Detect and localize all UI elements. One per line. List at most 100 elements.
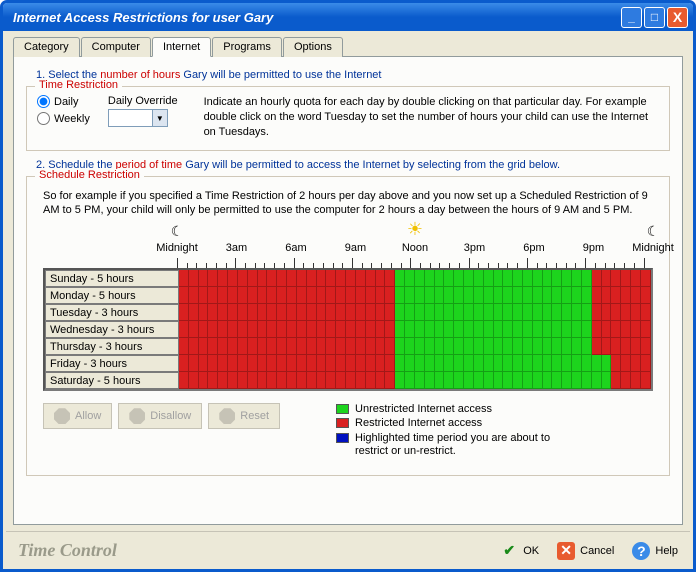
schedule-cell[interactable]: [435, 338, 445, 355]
schedule-cell[interactable]: [297, 304, 307, 321]
schedule-cell[interactable]: [179, 372, 189, 389]
schedule-cell[interactable]: [346, 338, 356, 355]
schedule-cell[interactable]: [503, 372, 513, 389]
schedule-cell[interactable]: [366, 338, 376, 355]
schedule-cell[interactable]: [523, 355, 533, 372]
schedule-cell[interactable]: [484, 270, 494, 287]
schedule-cell[interactable]: [572, 304, 582, 321]
schedule-cell[interactable]: [602, 304, 612, 321]
schedule-cell[interactable]: [592, 304, 602, 321]
schedule-cell[interactable]: [287, 321, 297, 338]
schedule-cell[interactable]: [248, 270, 258, 287]
schedule-cell[interactable]: [356, 338, 366, 355]
radio-weekly-input[interactable]: [37, 112, 50, 125]
schedule-cell[interactable]: [435, 287, 445, 304]
schedule-cell[interactable]: [307, 372, 317, 389]
tab-programs[interactable]: Programs: [212, 37, 282, 57]
schedule-cell[interactable]: [641, 338, 651, 355]
schedule-cell[interactable]: [356, 355, 366, 372]
schedule-cell[interactable]: [218, 355, 228, 372]
schedule-cell[interactable]: [543, 270, 553, 287]
schedule-cell[interactable]: [533, 338, 543, 355]
schedule-cell[interactable]: [552, 338, 562, 355]
schedule-cell[interactable]: [552, 270, 562, 287]
schedule-row[interactable]: Friday - 3 hours: [45, 355, 651, 372]
schedule-cell[interactable]: [425, 287, 435, 304]
schedule-cell[interactable]: [543, 287, 553, 304]
schedule-cell[interactable]: [199, 287, 209, 304]
schedule-cell[interactable]: [297, 321, 307, 338]
schedule-cell[interactable]: [543, 321, 553, 338]
schedule-cell[interactable]: [297, 287, 307, 304]
schedule-cell[interactable]: [258, 372, 268, 389]
schedule-cell[interactable]: [258, 321, 268, 338]
schedule-cell[interactable]: [297, 372, 307, 389]
schedule-cell[interactable]: [533, 372, 543, 389]
schedule-cell[interactable]: [513, 321, 523, 338]
schedule-cell[interactable]: [533, 287, 543, 304]
schedule-cell[interactable]: [326, 270, 336, 287]
schedule-cell[interactable]: [208, 338, 218, 355]
schedule-cell[interactable]: [287, 372, 297, 389]
schedule-cell[interactable]: [631, 338, 641, 355]
tab-options[interactable]: Options: [283, 37, 343, 57]
schedule-cell[interactable]: [602, 372, 612, 389]
schedule-cell[interactable]: [395, 372, 405, 389]
schedule-cell[interactable]: [611, 355, 621, 372]
schedule-cell[interactable]: [238, 270, 248, 287]
schedule-cell[interactable]: [621, 270, 631, 287]
maximize-button[interactable]: □: [644, 7, 665, 28]
schedule-cell[interactable]: [297, 338, 307, 355]
schedule-cell[interactable]: [376, 287, 386, 304]
schedule-cell[interactable]: [376, 321, 386, 338]
schedule-cell[interactable]: [179, 321, 189, 338]
schedule-cell[interactable]: [484, 338, 494, 355]
schedule-cell[interactable]: [572, 270, 582, 287]
schedule-cell[interactable]: [631, 355, 641, 372]
schedule-cell[interactable]: [592, 372, 602, 389]
schedule-cell[interactable]: [238, 372, 248, 389]
schedule-cell[interactable]: [513, 338, 523, 355]
schedule-cell[interactable]: [346, 270, 356, 287]
schedule-cell[interactable]: [277, 304, 287, 321]
schedule-cell[interactable]: [208, 355, 218, 372]
schedule-cell[interactable]: [611, 304, 621, 321]
schedule-cell[interactable]: [218, 372, 228, 389]
schedule-cell[interactable]: [238, 304, 248, 321]
schedule-cell[interactable]: [543, 372, 553, 389]
schedule-cell[interactable]: [425, 270, 435, 287]
schedule-cell[interactable]: [336, 372, 346, 389]
schedule-cell[interactable]: [641, 321, 651, 338]
tab-category[interactable]: Category: [13, 37, 80, 57]
schedule-cell[interactable]: [641, 270, 651, 287]
schedule-cell[interactable]: [248, 304, 258, 321]
schedule-cell[interactable]: [385, 321, 395, 338]
radio-daily[interactable]: Daily: [37, 95, 90, 108]
schedule-cell[interactable]: [503, 287, 513, 304]
ok-button[interactable]: ✔OK: [500, 542, 539, 560]
schedule-cell[interactable]: [307, 321, 317, 338]
schedule-cell[interactable]: [454, 287, 464, 304]
schedule-cell[interactable]: [592, 321, 602, 338]
schedule-cell[interactable]: [464, 372, 474, 389]
schedule-cell[interactable]: [415, 372, 425, 389]
schedule-cell[interactable]: [444, 304, 454, 321]
schedule-cell[interactable]: [248, 338, 258, 355]
schedule-cell[interactable]: [641, 304, 651, 321]
schedule-cell[interactable]: [562, 321, 572, 338]
schedule-cell[interactable]: [179, 270, 189, 287]
schedule-cell[interactable]: [385, 338, 395, 355]
schedule-cell[interactable]: [523, 287, 533, 304]
schedule-cell[interactable]: [228, 321, 238, 338]
schedule-cell[interactable]: [189, 304, 199, 321]
cancel-button[interactable]: ✕Cancel: [557, 542, 614, 560]
schedule-cell[interactable]: [503, 338, 513, 355]
schedule-cell[interactable]: [405, 355, 415, 372]
schedule-cell[interactable]: [533, 355, 543, 372]
schedule-cell[interactable]: [602, 270, 612, 287]
schedule-cell[interactable]: [395, 270, 405, 287]
schedule-cell[interactable]: [189, 270, 199, 287]
schedule-cell[interactable]: [582, 372, 592, 389]
schedule-cell[interactable]: [552, 304, 562, 321]
schedule-cell[interactable]: [641, 287, 651, 304]
